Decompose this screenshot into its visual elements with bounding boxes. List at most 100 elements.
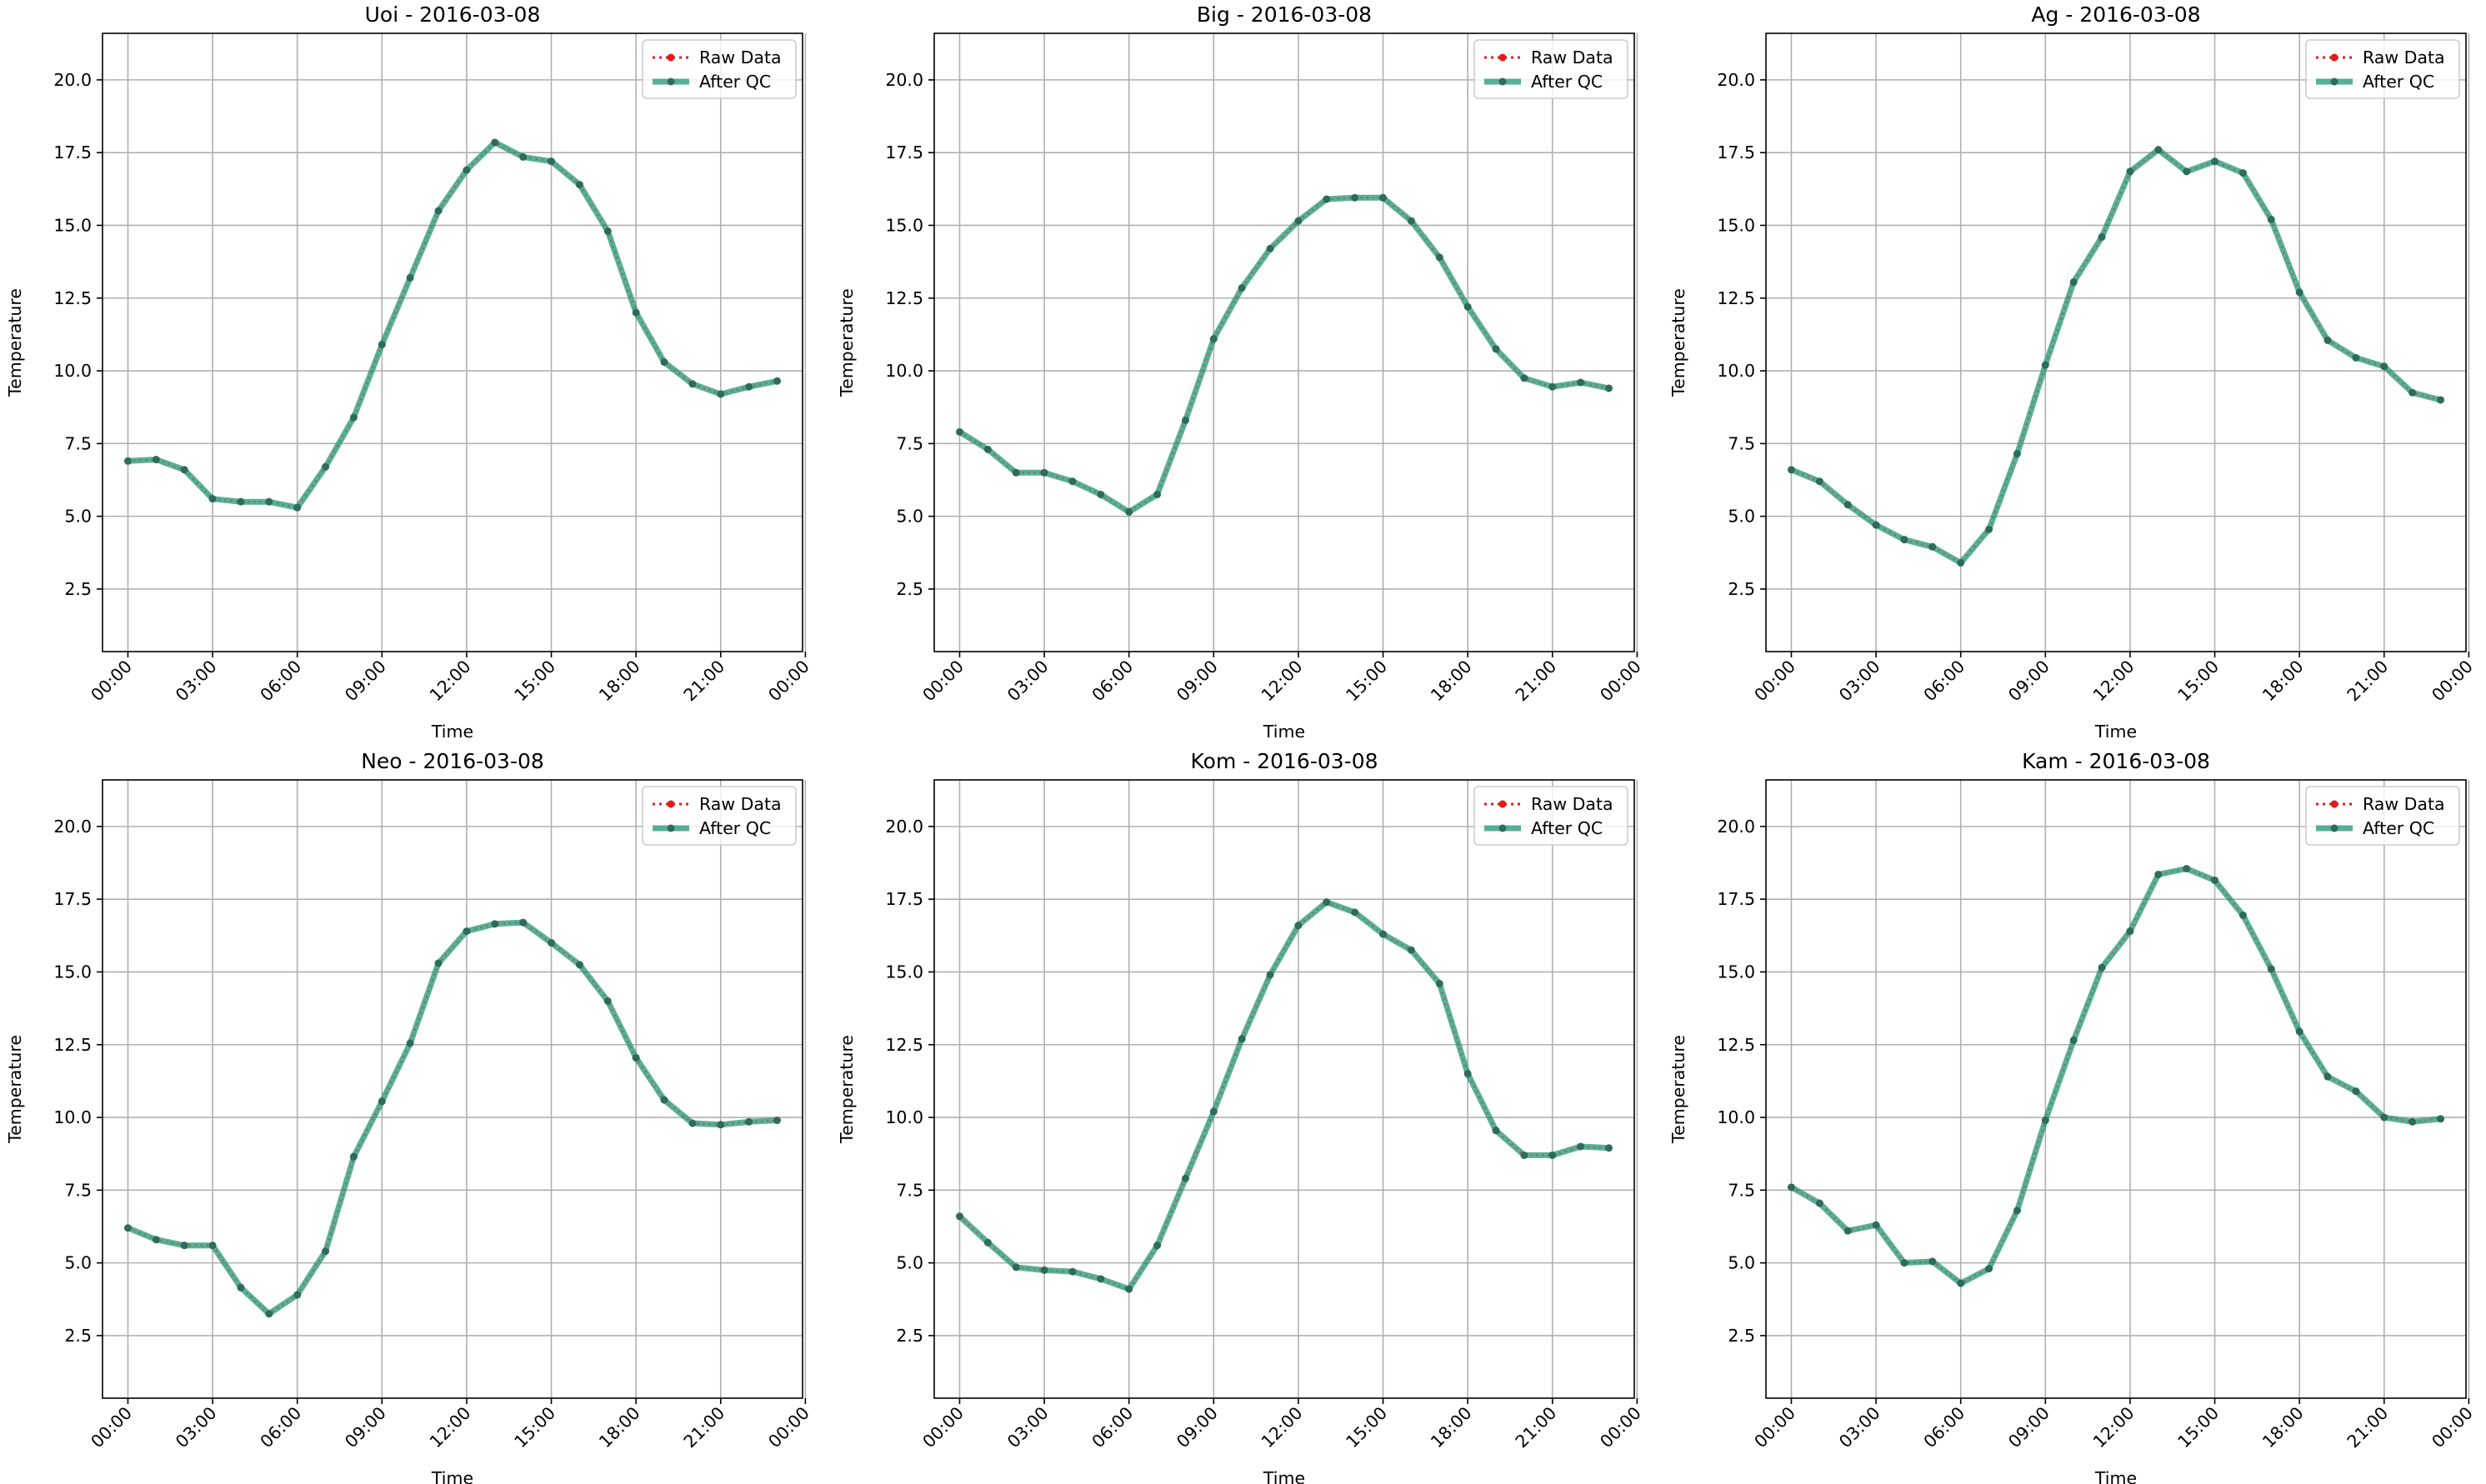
series-line-after-qc: [1788, 147, 2443, 566]
after-qc-point: [1843, 1227, 1852, 1235]
after-qc-point: [2013, 450, 2021, 458]
after-qc-point: [1012, 1263, 1020, 1272]
after-qc-point: [1463, 302, 1472, 311]
after-qc-point: [717, 1121, 725, 1129]
after-qc-point: [1407, 217, 1415, 225]
after-qc-point: [2323, 336, 2332, 344]
subplot-1: 2.5 5.0 7.5 10.0 12.5 15.0 17.5 20.0 00:00 03:00 0…: [5, 2, 813, 742]
after-qc-point: [293, 1291, 302, 1299]
x-axis-label: Time: [2094, 1468, 2137, 1484]
legend-marker-raw-data: [2330, 800, 2338, 808]
x-tick-label: 06:00: [1920, 1403, 1969, 1452]
after-qc-point: [1294, 922, 1303, 930]
series-line-raw-data: [128, 921, 778, 1316]
after-qc-point: [265, 1310, 273, 1318]
after-qc-point: [1181, 1174, 1189, 1182]
x-tick-label: 18:00: [2258, 1403, 2308, 1452]
after-qc-point: [1577, 1142, 1585, 1151]
y-tick-label: 2.5: [896, 579, 923, 599]
series-line-raw-data: [1791, 148, 2441, 564]
x-tick-label: 15:00: [2173, 1403, 2223, 1452]
chart-title: Big - 2016-03-08: [1197, 2, 1372, 27]
after-qc-point: [1351, 908, 1359, 917]
x-tick-label: 06:00: [257, 1403, 306, 1452]
x-tick-label: 18:00: [595, 1403, 644, 1452]
after-qc-point: [1294, 217, 1303, 225]
after-qc-point: [1407, 946, 1415, 954]
x-tick-label: 00:00: [1750, 1403, 1799, 1452]
after-qc-point: [1548, 382, 1557, 391]
x-tick-label: 00:00: [2428, 1403, 2477, 1452]
y-tick-label: 10.0: [885, 361, 923, 381]
after-qc-point: [293, 503, 302, 512]
x-tick-label: 15:00: [2173, 657, 2223, 706]
y-tick-label: 15.0: [885, 215, 923, 235]
after-qc-point: [2380, 1113, 2388, 1122]
x-tick-label: 03:00: [1835, 657, 1884, 706]
legend-marker-raw-data: [667, 53, 675, 62]
y-tick-label: 5.0: [896, 507, 923, 527]
y-tick-label: 20.0: [885, 817, 923, 837]
y-tick-label: 15.0: [1717, 215, 1755, 235]
after-qc-point: [2408, 388, 2417, 397]
after-qc-point: [1238, 1035, 1246, 1043]
after-qc-point: [1928, 542, 1937, 551]
series-line-after-qc: [1788, 866, 2443, 1287]
x-tick-label: 18:00: [595, 657, 644, 706]
after-qc-point: [2352, 353, 2360, 362]
after-qc-point: [1153, 490, 1162, 498]
after-qc-point: [1209, 1107, 1218, 1116]
after-qc-point: [1379, 930, 1388, 938]
legend-marker-raw-data: [1498, 800, 1507, 808]
y-tick-label: 12.5: [885, 288, 923, 308]
after-qc-point: [1492, 345, 1500, 353]
y-tick-label: 2.5: [1728, 579, 1755, 599]
x-tick-label: 03:00: [1003, 1403, 1053, 1452]
x-tick-label: 06:00: [1088, 1403, 1138, 1452]
y-tick-label: 15.0: [53, 962, 92, 982]
y-tick-label: 5.0: [1728, 1253, 1755, 1273]
plot-frame: [933, 32, 1635, 652]
y-axis-label: Temperature: [837, 288, 857, 397]
series-line-raw-data: [128, 141, 778, 509]
after-qc-point: [322, 462, 330, 471]
after-qc-point: [1351, 193, 1359, 202]
after-qc-point: [152, 456, 160, 464]
x-tick-label: 09:00: [2004, 1403, 2053, 1452]
x-tick-label: 18:00: [1427, 1403, 1476, 1452]
x-tick-label: 00:00: [764, 657, 813, 706]
y-tick-label: 10.0: [53, 1107, 92, 1127]
series-line-after-qc: [957, 194, 1612, 515]
after-qc-point: [237, 497, 245, 506]
after-qc-point: [2041, 1117, 2049, 1125]
x-tick-label: 21:00: [1512, 1403, 1561, 1452]
after-qc-point: [2069, 278, 2078, 287]
after-qc-point: [2238, 911, 2247, 919]
after-qc-point: [123, 1224, 132, 1232]
after-qc-point: [1435, 253, 1443, 262]
after-qc-point: [349, 413, 358, 422]
y-tick-label: 7.5: [896, 1180, 923, 1200]
x-axis-label: Time: [431, 1468, 473, 1484]
x-axis-label: Time: [1263, 1468, 1305, 1484]
x-tick-label: 09:00: [2004, 657, 2053, 706]
after-qc-point: [463, 166, 471, 174]
legend-label-raw-data: Raw Data: [1531, 794, 1613, 814]
after-qc-point: [434, 207, 443, 215]
series-line-after-qc: [125, 139, 780, 511]
after-qc-point: [1548, 1151, 1557, 1159]
after-qc-point: [1957, 559, 1965, 567]
series-line-raw-data: [958, 197, 1609, 513]
after-qc-point: [603, 227, 612, 235]
plot-frame: [1765, 779, 2467, 1399]
legend-label-raw-data: Raw Data: [2363, 794, 2445, 814]
after-qc-point: [1815, 477, 1823, 486]
x-tick-label: 12:00: [1258, 657, 1307, 706]
after-qc-point: [1379, 193, 1388, 202]
after-qc-point: [2211, 876, 2219, 884]
plot-frame: [102, 779, 803, 1399]
y-tick-label: 10.0: [53, 361, 92, 381]
subplot-5: 2.5 5.0 7.5 10.0 12.5 15.0 17.5 20.0 00:00 03:00 0…: [837, 749, 1645, 1484]
x-tick-label: 21:00: [2343, 657, 2393, 706]
x-tick-label: 21:00: [1512, 657, 1561, 706]
